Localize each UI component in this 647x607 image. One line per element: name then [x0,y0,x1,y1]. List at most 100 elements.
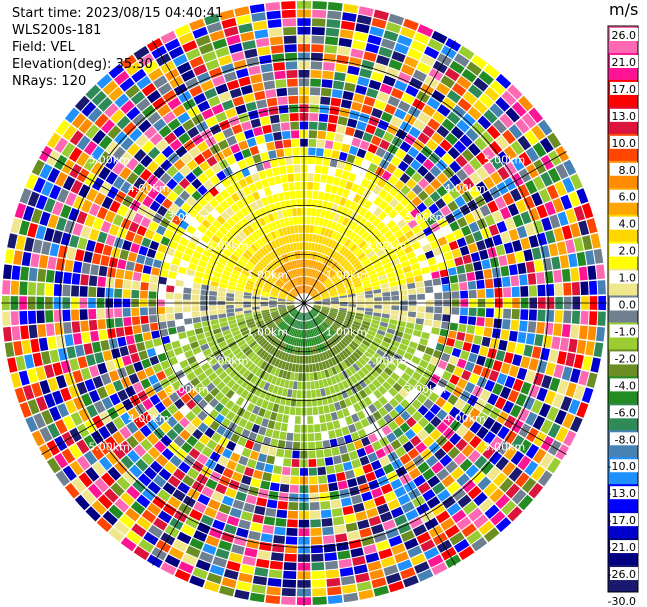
ray-gate [27,399,40,415]
ray-gate [309,310,315,318]
ray-gate [215,511,229,523]
ray-gate [309,372,314,381]
ray-gate [290,290,297,297]
ray-gate [31,159,45,176]
ray-gate [475,412,488,425]
ray-gate [505,483,521,499]
ray-gate [262,313,271,318]
ray-gate [435,396,447,408]
ray-gate [171,340,181,349]
ray-gate [311,278,316,287]
ray-gate [405,178,417,190]
ray-gate [338,311,347,316]
ray-gate [159,421,172,434]
ray-gate [274,317,282,323]
ray-gate [269,296,278,300]
ray-gate [269,251,277,260]
ray-gate [166,313,175,321]
ray-gate [235,286,244,292]
ray-gate [270,293,278,297]
ray-gate [532,415,546,431]
ray-gate [254,29,269,39]
ray-gate [255,199,264,209]
ray-gate [354,318,363,324]
ray-gate [322,526,334,536]
ray-gate [292,450,300,459]
ray-gate [466,271,476,282]
ray-gate [385,67,400,79]
ray-gate [341,380,350,389]
ray-gate [222,221,232,231]
ray-gate [231,124,243,135]
ray-gate [296,259,300,268]
ray-gate [291,337,296,346]
ray-gate [45,283,54,296]
ray-gate [157,82,173,96]
ray-gate [282,370,288,379]
ray-gate [256,347,264,356]
ray-gate [387,234,397,244]
ray-gate [244,439,255,450]
ray-gate [396,348,406,357]
ray-gate [291,208,297,217]
ray-gate [379,139,391,151]
ray-gate [105,451,120,466]
ray-gate [47,256,57,270]
ray-gate [264,205,272,215]
ray-gate [257,322,265,328]
ray-gate [281,343,287,352]
ray-gate [471,537,488,552]
ray-gate [426,97,441,110]
ray-gate [114,131,128,145]
ray-gate [288,493,299,502]
ray-gate [57,403,70,418]
ray-gate [353,402,362,413]
ray-gate [323,404,330,414]
ray-gate [124,208,136,221]
ray-gate [250,395,259,405]
ray-gate [218,317,228,323]
ray-gate [149,394,161,406]
ray-gate [228,241,238,250]
ray-gate [222,329,231,336]
ray-gate [109,393,121,406]
ray-gate [344,126,356,137]
ray-gate [483,527,500,543]
ray-gate [299,276,302,285]
ray-gate [74,95,90,112]
ray-gate [243,93,255,104]
ray-gate [62,465,77,481]
ray-gate [197,100,211,113]
ray-gate [159,269,169,278]
ray-gate [478,346,489,357]
ray-gate [388,420,399,431]
ray-gate [55,419,68,435]
ray-gate [357,76,370,87]
ray-gate [278,296,286,300]
ray-gate [327,586,342,596]
ray-gate [270,158,279,168]
ray-gate [251,343,260,351]
ray-gate [477,289,486,298]
ray-gate [327,270,334,277]
ray-gate [160,30,177,44]
ray-gate [553,269,563,283]
ray-gate [327,473,337,483]
ray-gate [404,428,416,440]
ray-gate [215,353,225,362]
ray-gate [117,389,129,402]
ray-gate [379,455,391,467]
ray-gate [272,286,281,292]
ray-gate [326,248,333,257]
ray-gate [345,73,358,84]
ray-gate [295,268,299,277]
ray-gate [466,324,476,335]
ray-gate [88,286,97,298]
ray-gate [480,227,492,239]
ray-gate [275,268,283,276]
ray-gate [198,338,208,346]
ray-gate [235,463,246,474]
ray-gate [85,506,101,522]
ray-gate [523,195,535,210]
ray-gate [187,467,200,480]
